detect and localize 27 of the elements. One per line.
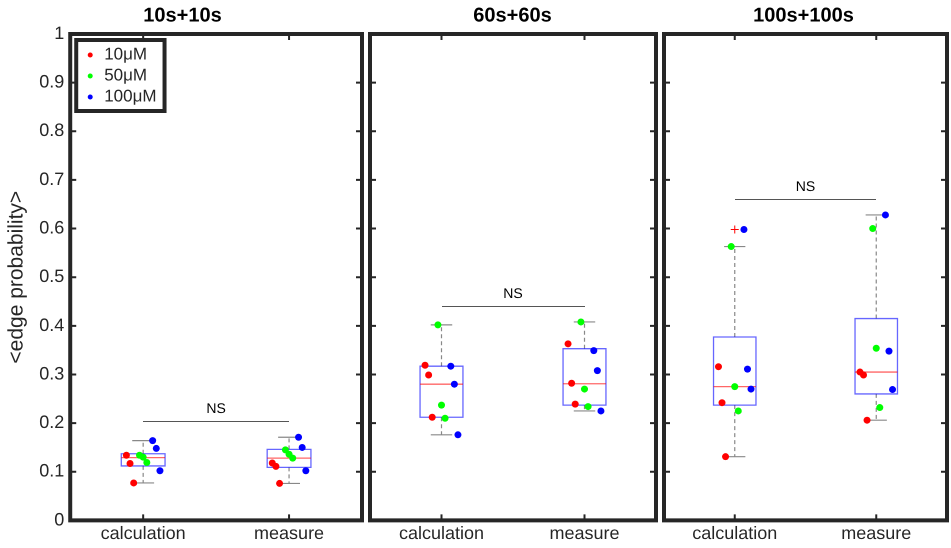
annotation: NS (206, 400, 226, 416)
y-tick-label: 0.9 (39, 72, 64, 92)
chart-title: 10s+10s (143, 4, 222, 27)
y-tick-label: 0 (54, 509, 64, 530)
y-tick-label: 0.5 (39, 266, 64, 286)
x-tick-label: measure (549, 523, 620, 544)
y-tick-label: 0.6 (39, 218, 64, 238)
y-tick-label: 0.8 (39, 120, 64, 140)
x-tick-label: calculation (692, 523, 778, 544)
x-tick-label: measure (841, 523, 912, 544)
x-tick-label: calculation (100, 523, 186, 544)
legend-label: 100μM (104, 86, 157, 106)
annotation: NS (796, 178, 816, 194)
legend-label: 10μM (104, 44, 148, 64)
legend-label: 50μM (104, 66, 148, 85)
y-tick-label: 0.2 (39, 412, 64, 432)
y-tick-label: 0.4 (39, 314, 64, 335)
y-tick-label: 0.3 (39, 363, 64, 384)
chart-title: 100s+100s (753, 4, 854, 27)
y-tick-label: 0.1 (39, 460, 64, 481)
x-tick-label: measure (254, 523, 324, 544)
x-tick-label: calculation (398, 523, 484, 544)
y-tick-label: 0.7 (39, 168, 64, 189)
chart-title: 60s+60s (473, 4, 552, 27)
annotation: NS (503, 284, 523, 301)
y-axis-title: <edge probability> (4, 190, 28, 364)
y-tick-label: 1 (54, 22, 64, 43)
